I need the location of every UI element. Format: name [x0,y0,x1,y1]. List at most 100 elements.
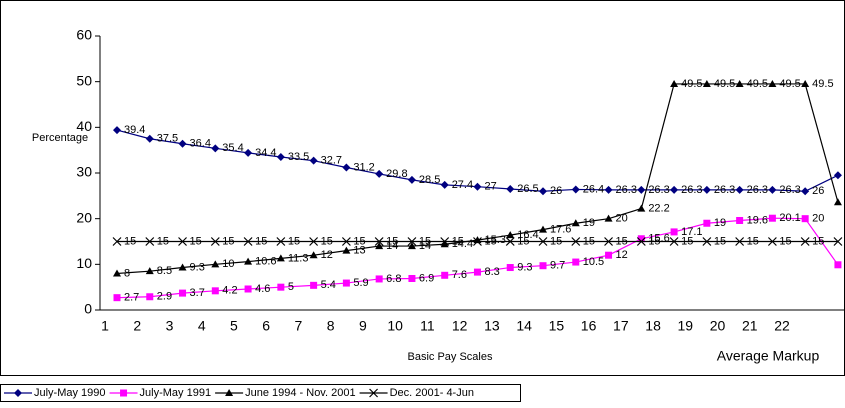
data-label: 15 [222,235,234,247]
data-label: 12 [321,249,333,261]
data-label: 13 [353,245,365,257]
marker [801,187,810,196]
data-label: 2.7 [124,292,139,304]
x-tick-label: 9 [359,318,367,334]
x-tick-label: 4 [198,318,206,334]
marker [211,260,220,268]
data-label: 6.9 [419,272,434,284]
marker [637,204,646,212]
marker [572,258,580,266]
data-label: 9.3 [517,261,532,273]
marker [145,134,154,143]
data-label: 31.2 [353,161,374,173]
marker [276,254,285,262]
data-label: 14 [419,240,431,252]
data-label: 19 [583,217,595,229]
data-label: 26.3 [616,184,637,196]
marker [309,237,319,246]
y-tick-label: 20 [76,209,92,225]
marker [309,156,318,165]
y-tick-label: 0 [84,301,92,317]
marker [113,269,121,277]
legend-label: July-May 1991 [140,387,212,399]
marker [342,163,351,172]
marker [369,388,379,398]
data-label: 26.3 [747,184,768,196]
x-tick-label: 21 [742,318,758,334]
x-tick-label: 22 [774,318,790,334]
marker [506,264,514,272]
data-label: 15 [386,235,398,247]
data-label: 15 [353,235,365,247]
data-label: 17.1 [681,226,702,238]
marker [408,274,416,282]
data-label: 5 [288,281,294,293]
marker [637,185,646,194]
data-label: 20 [812,213,824,225]
marker [374,237,384,246]
y-tick-label: 40 [76,118,92,134]
data-label: 34.4 [255,147,276,159]
x-tick-label: 6 [262,318,270,334]
annotation: Average Markup [717,348,820,364]
marker [736,216,744,224]
x-tick-label: 15 [549,318,565,334]
data-label: 15 [419,235,431,247]
data-label: 49.5 [812,78,833,90]
data-label: 9.3 [190,261,205,273]
marker [768,79,777,87]
marker [276,237,286,246]
marker [145,237,155,246]
marker [702,237,712,246]
marker [768,185,777,194]
series-line [116,129,839,192]
data-label: 3.7 [190,287,205,299]
marker [670,228,678,236]
data-label: 15 [616,235,628,247]
marker [341,237,351,246]
marker [702,79,711,87]
data-label: 2.9 [157,291,172,303]
data-label: 37.5 [157,133,178,145]
data-label: 26.3 [681,184,702,196]
data-label: 49.5 [714,78,735,90]
data-label: 26.5 [517,183,538,195]
data-label: 33.5 [288,151,309,163]
marker [440,240,449,248]
data-label: 15 [255,235,267,247]
marker [604,185,613,194]
marker [539,225,548,233]
x-tick-label: 17 [613,318,629,334]
data-label: 26.3 [779,184,800,196]
data-label: 26 [812,185,824,197]
data-label: 39.4 [124,124,145,136]
marker [112,237,122,246]
y-axis-label: Percentage [32,132,88,144]
marker [211,144,220,153]
marker [539,262,547,270]
marker [244,257,253,265]
x-tick-label: 14 [516,318,532,334]
data-label: 6.8 [386,273,401,285]
marker [539,187,548,196]
data-label: 14 [386,240,398,252]
marker [637,235,645,243]
marker [440,237,450,246]
marker [113,126,121,135]
data-label: 15 [779,235,791,247]
data-label: 10.6 [255,255,276,267]
data-label: 20.1 [779,212,800,224]
data-label: 15 [517,235,529,247]
data-label: 26 [550,185,562,197]
marker [538,237,548,246]
data-label: 27.4 [452,179,473,191]
data-label: 19.6 [747,214,768,226]
data-label: 15 [648,235,660,247]
marker [800,237,810,246]
data-label: 10 [222,258,234,270]
data-label: 16.4 [517,229,538,241]
marker [506,231,515,239]
data-label: 19 [714,217,726,229]
marker [767,237,777,246]
data-label: 4.6 [255,283,270,295]
